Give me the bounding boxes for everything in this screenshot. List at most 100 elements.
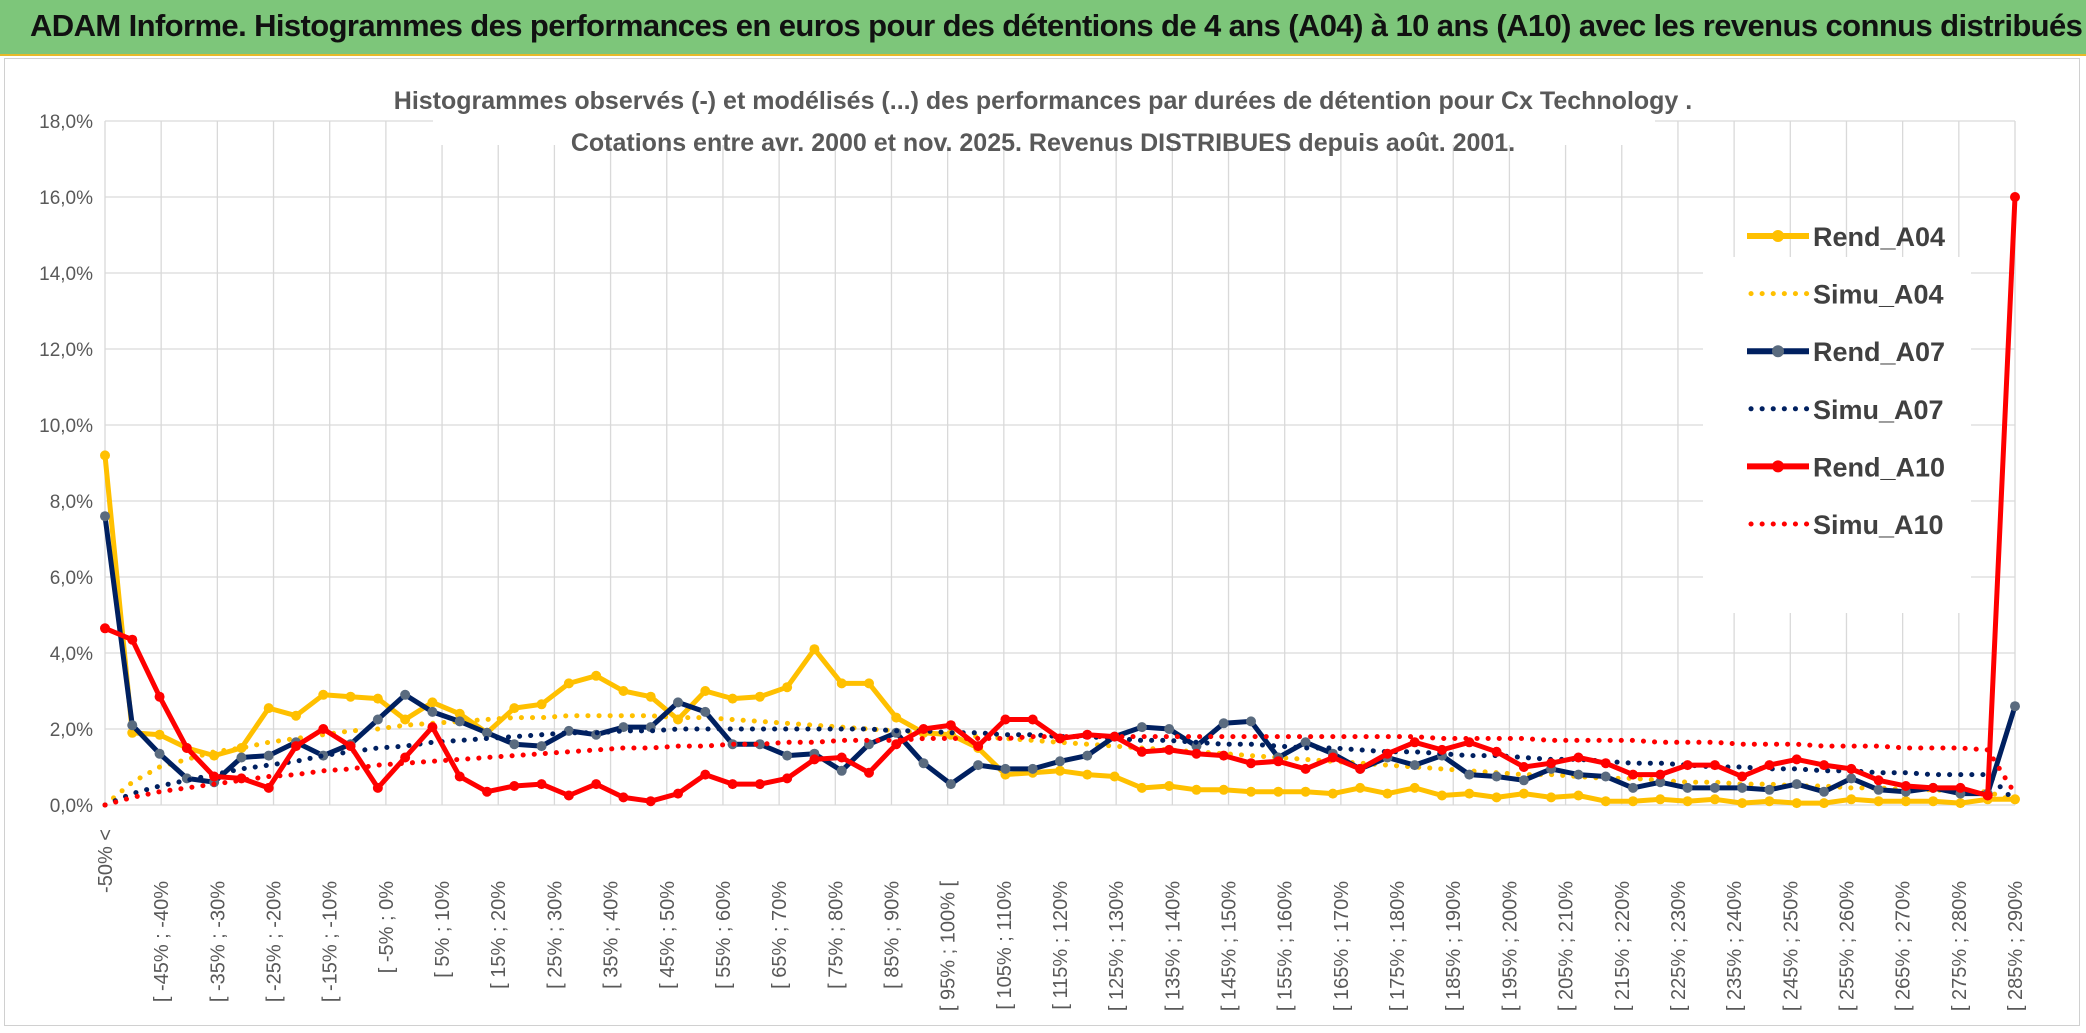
- series-point-rend-a07: [782, 750, 793, 761]
- series-point-rend-a04: [1709, 794, 1720, 805]
- series-point-rend-a04: [618, 686, 629, 696]
- series-point-rend-a10: [645, 796, 656, 807]
- series-point-rend-a04: [809, 644, 820, 655]
- series-point-rend-a07: [263, 750, 274, 761]
- series-point-rend-a10: [1246, 758, 1256, 769]
- x-tick-label: [ 165% ; 170%: [1331, 881, 1353, 1011]
- series-point-rend-a10: [1109, 731, 1120, 742]
- x-tick-label: [ -5% ; 0%: [376, 881, 398, 973]
- y-tick-label: 0,0%: [50, 796, 93, 817]
- x-tick-label: [ 45% ; 50%: [657, 881, 679, 989]
- series-point-rend-a04: [100, 450, 110, 461]
- series-point-rend-a04: [1300, 786, 1311, 797]
- series-point-rend-a07: [1027, 763, 1038, 774]
- series-point-rend-a07: [1300, 737, 1311, 748]
- series-point-rend-a10: [1709, 760, 1720, 771]
- series-point-rend-a10: [127, 634, 138, 645]
- series-point-rend-a10: [482, 786, 492, 797]
- legend-marker-rend-a07: [1772, 345, 1784, 358]
- series-point-rend-a04: [1900, 796, 1911, 807]
- x-tick-label: [ 155% ; 160%: [1275, 881, 1297, 1011]
- series-point-rend-a10: [1928, 782, 1939, 793]
- series-point-rend-a10: [181, 743, 192, 753]
- series-point-rend-a07: [754, 739, 765, 750]
- series-point-rend-a10: [154, 691, 165, 702]
- series-point-rend-a10: [782, 773, 793, 784]
- series-point-rend-a04: [1437, 790, 1447, 801]
- x-tick-label: -50% <: [95, 829, 117, 893]
- series-point-rend-a07: [1518, 775, 1529, 786]
- x-tick-label: [ 215% ; 220%: [1612, 881, 1634, 1011]
- series-point-rend-a04: [563, 678, 574, 689]
- y-axis-ticks: 0,0% 2,0% 4,0% 6,0% 8,0% 10,0% 12,0% 14,0% 16,0%…: [39, 112, 93, 817]
- x-tick-label: [ 145% ; 150%: [1219, 881, 1241, 1011]
- series-point-rend-a04: [1546, 792, 1557, 803]
- series-point-rend-a04: [1136, 782, 1147, 793]
- series-point-rend-a07: [236, 752, 247, 763]
- x-tick-label: [ 95% ; 100% [: [938, 881, 960, 1012]
- series-point-rend-a07: [1655, 777, 1666, 788]
- y-tick-label: 2,0%: [50, 720, 93, 741]
- series-point-rend-a10: [509, 781, 520, 791]
- series-point-rend-a04: [536, 699, 547, 710]
- legend-marker-rend-a10: [1772, 460, 1784, 473]
- series-point-rend-a10: [973, 741, 984, 752]
- series-point-rend-a04: [1764, 796, 1775, 807]
- legend-label-rend-a07: Rend_A07: [1813, 337, 1945, 367]
- series-point-rend-a04: [1846, 794, 1857, 805]
- series-point-rend-a04: [1055, 765, 1065, 776]
- series-point-rend-a04: [1928, 796, 1939, 807]
- x-tick-label: [ 185% ; 190%: [1443, 881, 1465, 1011]
- series-point-rend-a04: [700, 686, 711, 696]
- series-point-rend-a10: [1355, 763, 1366, 774]
- series-point-rend-a10: [1955, 782, 1966, 793]
- series-point-rend-a07: [1873, 784, 1884, 795]
- series-point-rend-a04: [864, 678, 874, 689]
- series-point-rend-a10: [1628, 769, 1638, 780]
- series-point-rend-a07: [400, 689, 411, 700]
- series-point-rend-a10: [1382, 748, 1393, 759]
- series-point-rend-a10: [754, 779, 765, 790]
- series-point-rend-a10: [1819, 760, 1829, 771]
- series-point-rend-a10: [864, 767, 874, 778]
- series-point-rend-a10: [1546, 758, 1557, 769]
- series-point-rend-a07: [427, 706, 438, 717]
- series-point-rend-a04: [1246, 786, 1256, 797]
- x-tick-label: [ 285% ; 290%: [2005, 881, 2027, 1011]
- series-point-rend-a10: [1327, 752, 1338, 763]
- series-point-rend-a10: [263, 782, 274, 793]
- x-tick-label: [ 15% ; 20%: [488, 881, 510, 989]
- series-point-rend-a07: [1164, 724, 1175, 734]
- series-point-rend-a04: [1355, 782, 1366, 793]
- y-tick-label: 16,0%: [39, 188, 93, 209]
- series-point-rend-a07: [1136, 722, 1147, 733]
- series-point-rend-a10: [1737, 771, 1748, 782]
- x-tick-label: [ 25% ; 30%: [544, 881, 566, 989]
- series-point-rend-a10: [345, 741, 356, 752]
- series-point-rend-a04: [1655, 794, 1666, 805]
- series-point-rend-a07: [1737, 782, 1748, 793]
- series-point-rend-a04: [1682, 796, 1693, 807]
- series-point-rend-a07: [918, 758, 929, 769]
- series-point-rend-a10: [1600, 758, 1611, 769]
- x-tick-label: [ 125% ; 130%: [1106, 881, 1128, 1011]
- legend-label-rend-a10: Rend_A10: [1813, 452, 1945, 482]
- series-point-rend-a07: [1464, 769, 1475, 780]
- x-tick-label: [ 205% ; 210%: [1556, 881, 1578, 1011]
- x-tick-label: [ -35% ; -30%: [207, 881, 229, 1002]
- legend-backdrop: [1703, 257, 1971, 613]
- series-point-rend-a10: [727, 779, 738, 790]
- series-point-rend-a07: [1791, 779, 1802, 790]
- x-tick-label: [ -45% ; -40%: [151, 881, 173, 1002]
- x-tick-label: [ 235% ; 240%: [1724, 881, 1746, 1011]
- y-tick-label: 12,0%: [39, 340, 93, 361]
- series-point-rend-a10: [1982, 790, 1993, 801]
- series-point-rend-a07: [1846, 773, 1857, 784]
- series-point-rend-a10: [618, 792, 629, 803]
- chart-title-line2: Cotations entre avr. 2000 et nov. 2025. …: [571, 129, 1515, 157]
- series-point-rend-a07: [973, 760, 984, 771]
- series-point-rend-a04: [1573, 790, 1584, 801]
- series-point-rend-a10: [372, 782, 383, 793]
- series-point-rend-a07: [509, 739, 520, 750]
- series-point-rend-a04: [318, 689, 329, 700]
